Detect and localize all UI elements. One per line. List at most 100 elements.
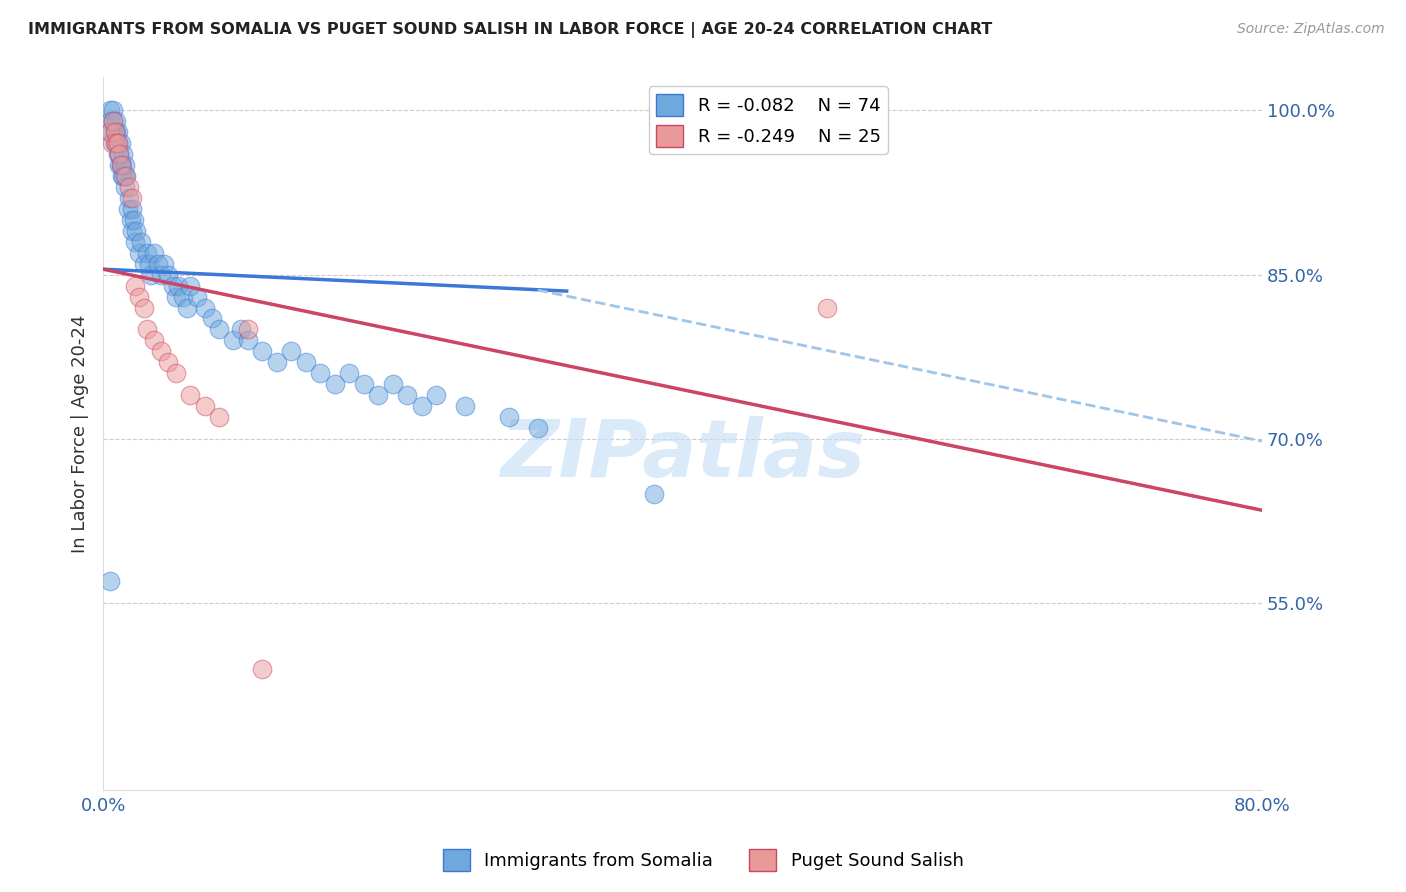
Point bbox=[150, 268, 173, 282]
Point bbox=[121, 202, 143, 216]
Point bbox=[100, 574, 122, 589]
Point bbox=[179, 278, 201, 293]
Point bbox=[643, 487, 665, 501]
Point bbox=[295, 355, 318, 369]
Point bbox=[114, 169, 136, 183]
Point bbox=[186, 289, 208, 303]
Text: Source: ZipAtlas.com: Source: ZipAtlas.com bbox=[1237, 22, 1385, 37]
Point bbox=[179, 388, 201, 402]
Point bbox=[165, 289, 187, 303]
Point bbox=[167, 278, 190, 293]
Point bbox=[252, 662, 274, 676]
Point bbox=[454, 399, 477, 413]
Point bbox=[252, 344, 274, 359]
Point bbox=[176, 301, 198, 315]
Point bbox=[208, 322, 231, 336]
Point bbox=[103, 114, 125, 128]
Text: ZIPatlas: ZIPatlas bbox=[501, 416, 865, 494]
Text: IMMIGRANTS FROM SOMALIA VS PUGET SOUND SALISH IN LABOR FORCE | AGE 20-24 CORRELA: IMMIGRANTS FROM SOMALIA VS PUGET SOUND S… bbox=[28, 22, 993, 38]
Point bbox=[107, 136, 129, 151]
Point bbox=[104, 125, 127, 139]
Point bbox=[117, 202, 139, 216]
Point bbox=[103, 103, 125, 118]
Legend: R = -0.082    N = 74, R = -0.249    N = 25: R = -0.082 N = 74, R = -0.249 N = 25 bbox=[650, 87, 887, 154]
Point bbox=[121, 191, 143, 205]
Point bbox=[107, 147, 129, 161]
Point bbox=[129, 235, 152, 249]
Point bbox=[146, 257, 169, 271]
Point bbox=[100, 103, 122, 118]
Point bbox=[121, 224, 143, 238]
Point bbox=[107, 136, 129, 151]
Point bbox=[193, 301, 215, 315]
Point bbox=[118, 191, 141, 205]
Point bbox=[139, 268, 162, 282]
Point bbox=[323, 377, 346, 392]
Point bbox=[172, 289, 194, 303]
Point bbox=[132, 301, 155, 315]
Point bbox=[114, 180, 136, 194]
Point bbox=[108, 158, 131, 172]
Point bbox=[162, 278, 184, 293]
Point bbox=[153, 257, 176, 271]
Point bbox=[111, 158, 134, 172]
Point bbox=[201, 311, 224, 326]
Point bbox=[236, 322, 259, 336]
Point bbox=[526, 421, 548, 435]
Point bbox=[337, 366, 360, 380]
Point bbox=[104, 125, 127, 139]
Point bbox=[381, 377, 404, 392]
Point bbox=[280, 344, 302, 359]
Point bbox=[105, 114, 128, 128]
Point bbox=[115, 169, 138, 183]
Point bbox=[124, 235, 146, 249]
Point bbox=[208, 410, 231, 425]
Point bbox=[103, 114, 125, 128]
Point bbox=[193, 399, 215, 413]
Point bbox=[353, 377, 375, 392]
Point bbox=[128, 289, 150, 303]
Point bbox=[120, 212, 142, 227]
Point bbox=[111, 169, 134, 183]
Point bbox=[118, 180, 141, 194]
Point bbox=[165, 366, 187, 380]
Point bbox=[266, 355, 288, 369]
Point bbox=[157, 268, 180, 282]
Point bbox=[112, 147, 135, 161]
Point bbox=[110, 158, 132, 172]
Point bbox=[104, 136, 127, 151]
Point bbox=[104, 136, 127, 151]
Point bbox=[105, 136, 128, 151]
Point bbox=[229, 322, 252, 336]
Point bbox=[124, 278, 146, 293]
Point bbox=[100, 125, 122, 139]
Point bbox=[135, 322, 157, 336]
Point bbox=[135, 245, 157, 260]
Point bbox=[128, 245, 150, 260]
Point bbox=[309, 366, 332, 380]
Y-axis label: In Labor Force | Age 20-24: In Labor Force | Age 20-24 bbox=[72, 314, 89, 553]
Point bbox=[411, 399, 433, 413]
Point bbox=[114, 158, 136, 172]
Point bbox=[122, 212, 145, 227]
Point bbox=[138, 257, 160, 271]
Point bbox=[125, 224, 148, 238]
Point bbox=[396, 388, 419, 402]
Point bbox=[222, 334, 245, 348]
Point bbox=[100, 125, 122, 139]
Point bbox=[110, 136, 132, 151]
Point bbox=[108, 147, 131, 161]
Point bbox=[150, 344, 173, 359]
Point bbox=[100, 114, 122, 128]
Point bbox=[112, 169, 135, 183]
Point bbox=[425, 388, 447, 402]
Point bbox=[815, 301, 838, 315]
Point bbox=[108, 147, 131, 161]
Point bbox=[101, 136, 124, 151]
Legend: Immigrants from Somalia, Puget Sound Salish: Immigrants from Somalia, Puget Sound Sal… bbox=[436, 842, 970, 879]
Point bbox=[105, 125, 128, 139]
Point bbox=[236, 334, 259, 348]
Point bbox=[107, 125, 129, 139]
Point bbox=[142, 334, 165, 348]
Point bbox=[132, 257, 155, 271]
